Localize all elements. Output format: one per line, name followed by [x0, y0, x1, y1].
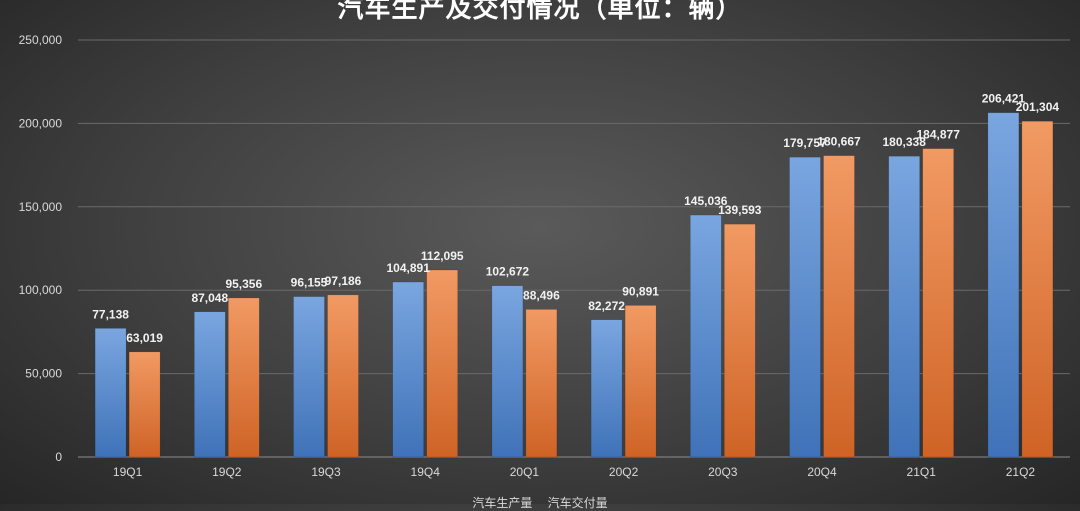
data-label-delivery: 201,304 [1016, 100, 1060, 114]
bar-delivery [1021, 120, 1054, 458]
bar-delivery [823, 155, 855, 458]
y-tick-label: 150,000 [19, 200, 63, 214]
bar-production [293, 296, 325, 458]
data-label-delivery: 90,891 [622, 284, 659, 298]
data-label-production: 206,421 [982, 92, 1026, 106]
data-label-delivery: 97,186 [325, 274, 362, 288]
bar-delivery [724, 223, 756, 458]
data-label-delivery: 184,877 [917, 128, 961, 142]
bar-production [888, 155, 920, 458]
data-label-delivery: 88,496 [523, 288, 560, 302]
x-tick-label: 20Q4 [807, 465, 837, 479]
data-label-delivery: 180,667 [817, 135, 861, 149]
data-label-production: 77,138 [92, 307, 129, 321]
legend: 汽车生产量 汽车交付量 [0, 494, 1080, 511]
y-tick-label: 200,000 [19, 116, 63, 130]
y-tick-label: 50,000 [25, 367, 62, 381]
bar-delivery [525, 309, 558, 458]
bar-delivery [228, 297, 260, 458]
data-label-delivery: 139,593 [718, 203, 762, 217]
data-label-delivery: 63,019 [126, 331, 163, 345]
x-tick-label: 21Q1 [907, 465, 937, 479]
legend-item-production: 汽车生产量 [472, 496, 533, 510]
data-label-delivery: 112,095 [421, 249, 464, 263]
y-tick-label: 0 [55, 450, 62, 464]
y-tick-label: 100,000 [19, 283, 63, 297]
bar-delivery [624, 305, 657, 458]
data-label-delivery: 95,356 [225, 277, 262, 291]
data-label-production: 87,048 [191, 291, 228, 305]
bar-production [590, 319, 623, 458]
data-label-production: 104,891 [387, 261, 431, 275]
data-label-production: 96,155 [291, 276, 328, 290]
bar-production [94, 328, 127, 458]
legend-item-delivery: 汽车交付量 [547, 496, 608, 510]
bar-delivery [922, 148, 954, 458]
bar-delivery [426, 269, 458, 458]
bar-delivery [327, 294, 359, 458]
data-label-production: 82,272 [588, 299, 625, 313]
bar-production [789, 156, 821, 458]
bar-production [690, 214, 722, 458]
data-label-production: 145,036 [684, 194, 728, 208]
data-label-production: 180,338 [883, 135, 927, 149]
x-tick-label: 19Q1 [113, 465, 143, 479]
x-tick-label: 19Q3 [311, 465, 341, 479]
bar-delivery [128, 351, 161, 458]
bar-production [194, 311, 226, 458]
chart-title: 汽车生产及交付情况（单位：辆） [337, 0, 743, 24]
data-label-production: 179,757 [783, 136, 827, 150]
bar-production [987, 112, 1020, 458]
x-tick-label: 20Q1 [510, 465, 540, 479]
x-tick-label: 20Q3 [708, 465, 738, 479]
x-tick-label: 21Q2 [1006, 465, 1036, 479]
y-tick-label: 250,000 [19, 33, 63, 47]
data-label-production: 102,672 [486, 265, 530, 279]
x-tick-label: 19Q2 [212, 465, 242, 479]
x-tick-label: 20Q2 [609, 465, 639, 479]
bar-production [392, 281, 424, 458]
x-tick-label: 19Q4 [411, 465, 441, 479]
bar-production [491, 285, 524, 458]
